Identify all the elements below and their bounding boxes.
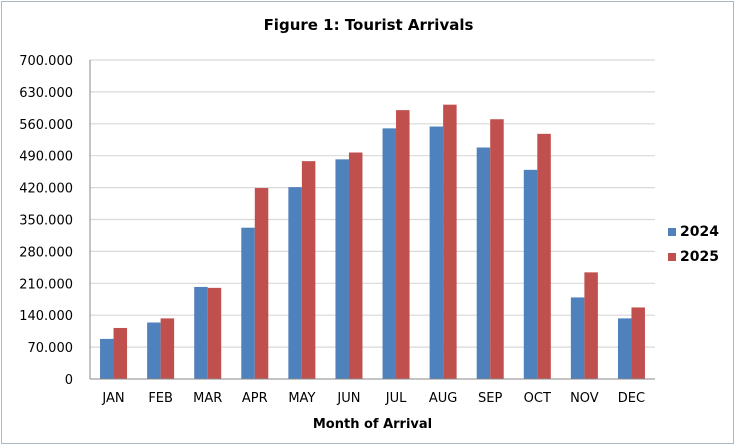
bar-2025-dec xyxy=(631,307,645,379)
x-tick-label: NOV xyxy=(570,391,599,406)
y-tick-label: 560.000 xyxy=(19,118,73,133)
bar-2024-mar xyxy=(194,286,208,379)
x-tick-label: DEC xyxy=(618,391,645,406)
bar-2025-may xyxy=(301,161,316,379)
y-tick-label: 280.000 xyxy=(19,245,73,260)
bar-2024-aug xyxy=(429,126,444,379)
bar-2024-jun xyxy=(335,159,349,379)
bar-2024-nov xyxy=(570,297,585,379)
legend-label: 2025 xyxy=(680,248,719,265)
x-tick-label: JUN xyxy=(336,391,360,406)
x-tick-label: OCT xyxy=(524,391,551,406)
bar-2024-jul xyxy=(382,128,397,379)
bar-2025-jul xyxy=(396,110,410,379)
x-tick-label: APR xyxy=(242,391,268,406)
y-tick-label: 490.000 xyxy=(19,150,73,165)
bar-2025-apr xyxy=(254,188,269,379)
legend-label: 2024 xyxy=(680,223,719,240)
bar-2024-feb xyxy=(147,322,161,379)
y-tick-label: 210.000 xyxy=(19,277,73,292)
bar-2025-jan xyxy=(113,327,128,379)
x-axis-label: Month of Arrival xyxy=(312,417,433,432)
bar-2025-oct xyxy=(537,133,551,379)
bar-2024-apr xyxy=(241,227,255,379)
chart-title: Figure 1: Tourist Arrivals xyxy=(263,16,474,34)
bar-2024-sep xyxy=(476,147,491,379)
legend-item-2024: 2024 xyxy=(668,219,719,244)
x-tick-label: JAN xyxy=(101,391,124,406)
x-tick-label: FEB xyxy=(148,391,173,406)
bar-2025-mar xyxy=(207,287,222,379)
x-tick-label: JUL xyxy=(385,391,407,406)
bar-2025-sep xyxy=(490,119,504,379)
x-tick-label: AUG xyxy=(429,391,457,406)
bar-2025-nov xyxy=(584,272,598,379)
legend-swatch xyxy=(668,227,676,236)
bar-2024-dec xyxy=(617,318,632,379)
bar-2025-aug xyxy=(443,104,457,379)
bar-2025-jun xyxy=(348,152,363,379)
y-tick-label: 70.000 xyxy=(28,341,74,356)
y-tick-label: 630.000 xyxy=(19,86,73,101)
bar-2024-jan xyxy=(100,338,114,379)
bar-2024-may xyxy=(288,187,302,379)
legend: 2024 2025 xyxy=(668,219,719,269)
bar-2024-oct xyxy=(523,169,538,379)
x-tick-label: MAY xyxy=(288,391,315,406)
y-tick-label: 140.000 xyxy=(19,309,73,324)
y-tick-label: 0 xyxy=(65,373,73,388)
bar-2025-feb xyxy=(160,318,175,379)
y-tick-label: 700.000 xyxy=(19,54,73,69)
legend-item-2025: 2025 xyxy=(668,244,719,269)
y-tick-label: 350.000 xyxy=(19,214,73,229)
x-tick-label: MAR xyxy=(193,391,222,406)
legend-swatch xyxy=(668,252,676,261)
y-tick-label: 420.000 xyxy=(19,182,73,197)
x-tick-label: SEP xyxy=(478,391,502,406)
